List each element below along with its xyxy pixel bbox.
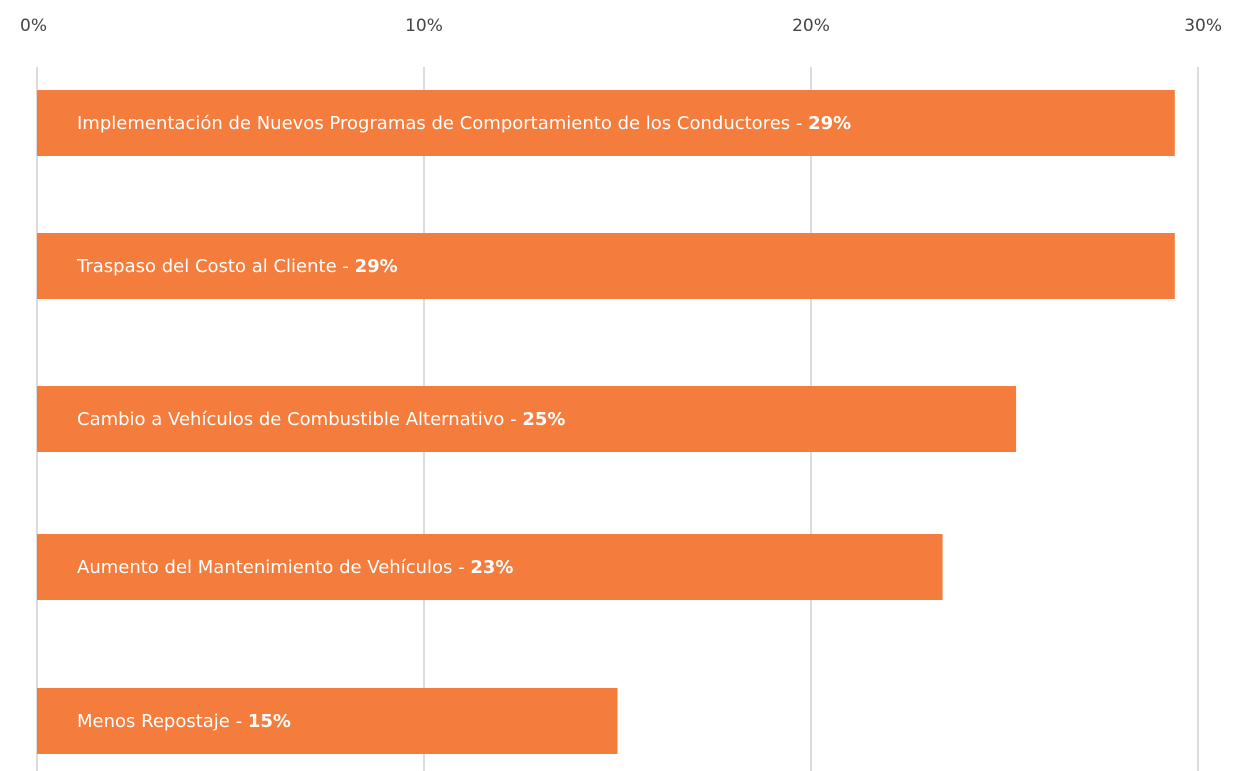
category-label: Implementación de Nuevos Programas de Co… xyxy=(77,113,790,134)
bar-label: Menos Repostaje - 15% xyxy=(77,711,291,732)
label-separator: - xyxy=(337,256,355,277)
label-separator: - xyxy=(504,409,522,430)
bar xyxy=(37,386,1017,452)
category-label: Traspaso del Costo al Cliente xyxy=(76,256,337,277)
value-label: 15% xyxy=(248,711,291,732)
x-tick-label: 0% xyxy=(20,16,47,36)
bar-label: Aumento del Mantenimiento de Vehículos -… xyxy=(77,557,513,578)
label-separator: - xyxy=(230,711,248,732)
value-label: 29% xyxy=(355,256,398,277)
bar xyxy=(37,90,1175,156)
category-label: Aumento del Mantenimiento de Vehículos xyxy=(77,557,452,578)
bar xyxy=(37,688,618,754)
bar xyxy=(37,534,943,600)
x-tick-label: 20% xyxy=(792,16,830,36)
x-tick-label: 10% xyxy=(405,16,443,36)
x-tick-label: 30% xyxy=(1184,16,1222,36)
bar-label: Traspaso del Costo al Cliente - 29% xyxy=(76,256,398,277)
bar-label: Cambio a Vehículos de Combustible Altern… xyxy=(77,409,565,430)
value-label: 23% xyxy=(470,557,513,578)
category-label: Menos Repostaje xyxy=(77,711,230,732)
label-separator: - xyxy=(790,113,808,134)
value-label: 29% xyxy=(808,113,851,134)
label-separator: - xyxy=(452,557,470,578)
value-label: 25% xyxy=(522,409,565,430)
bar-label: Implementación de Nuevos Programas de Co… xyxy=(77,113,851,134)
bar xyxy=(37,233,1175,299)
category-label: Cambio a Vehículos de Combustible Altern… xyxy=(77,409,504,430)
